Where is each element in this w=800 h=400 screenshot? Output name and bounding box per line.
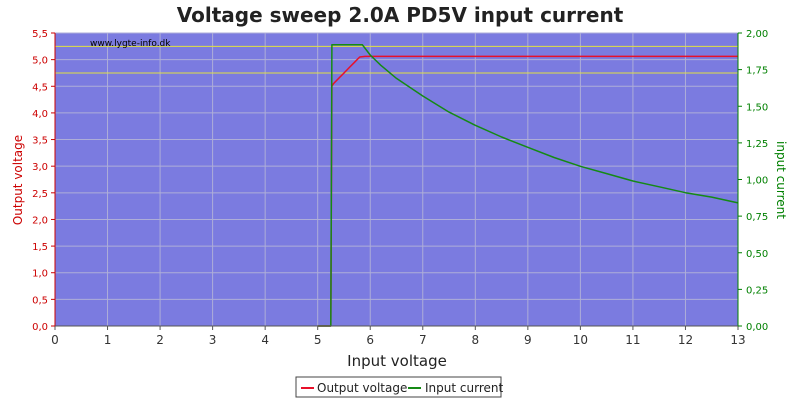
x-axis-label: Input voltage [347, 352, 447, 370]
y-left-tick-label: 2,0 [32, 215, 48, 226]
y-left-tick-label: 0,0 [32, 322, 48, 333]
series-line-input-current [317, 43, 739, 327]
y-right-tick-label: 0,25 [746, 285, 768, 296]
y-right-tick-label: 1,75 [746, 66, 768, 77]
y-right-tick-label: 0,50 [746, 249, 768, 260]
y-right-tick-label: 0,75 [746, 212, 768, 223]
y-axis-label-left: Output voltage [11, 135, 25, 225]
y-left-tick-label: 5,5 [32, 29, 48, 40]
x-tick-label: 1 [104, 333, 112, 347]
y-left-tick-label: 3,5 [32, 136, 48, 147]
y-left-tick-label: 5,0 [32, 56, 48, 67]
x-tick-label: 12 [678, 333, 693, 347]
x-tick-label: 8 [471, 333, 479, 347]
y-left-tick-label: 4,5 [32, 82, 48, 93]
x-tick-label: 6 [366, 333, 374, 347]
y-left-tick-label: 4,0 [32, 109, 48, 120]
legend-label-input-current: Input current [425, 381, 503, 395]
x-tick-label: 9 [524, 333, 532, 347]
y-left-tick-label: 0,5 [32, 295, 48, 306]
legend-box [295, 376, 502, 398]
x-tick-label: 7 [419, 333, 427, 347]
legend-label-output-voltage: Output voltage [317, 381, 407, 395]
y-right-tick-label: 2,00 [746, 29, 768, 40]
y-right-tick-label: 1,25 [746, 139, 768, 150]
x-tick-label: 10 [573, 333, 588, 347]
watermark: www.lygte-info.dk [90, 39, 171, 49]
chart-title: Voltage sweep 2.0A PD5V input current [177, 3, 624, 27]
y-left-tick-label: 1,0 [32, 269, 48, 280]
y-left-tick-label: 1,5 [32, 242, 48, 253]
x-tick-label: 13 [730, 333, 745, 347]
reference-lines [55, 45, 738, 74]
x-tick-label: 2 [156, 333, 164, 347]
axes [51, 32, 742, 330]
x-tick-label: 5 [314, 333, 322, 347]
tick-labels: 0 1 2 3 4 5 6 7 8 9 10 11 12 130,00,51,01,52,02,53,03… [32, 29, 768, 347]
y-right-tick-label: 1,50 [746, 102, 768, 113]
legend: Output voltage Input current [295, 376, 503, 398]
x-tick-label: 3 [209, 333, 217, 347]
y-right-tick-label: 0,00 [746, 322, 768, 333]
plot-area [55, 33, 738, 326]
x-tick-label: 11 [625, 333, 640, 347]
x-tick-label: 4 [261, 333, 269, 347]
y-axis-label-right: input current [774, 141, 788, 219]
y-left-tick-label: 3,0 [32, 162, 48, 173]
series-lines [317, 43, 739, 327]
y-right-tick-label: 1,00 [746, 176, 768, 187]
series-line-output-voltage [317, 55, 738, 327]
y-left-tick-label: 2,5 [32, 189, 48, 200]
x-tick-label: 0 [51, 333, 59, 347]
